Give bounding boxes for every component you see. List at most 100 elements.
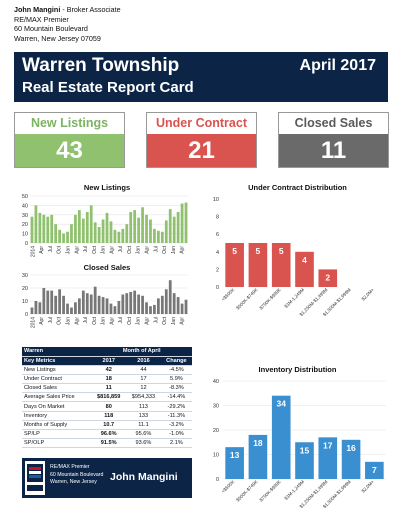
bar — [318, 437, 338, 479]
data-label: 18 — [253, 438, 263, 448]
x-tick-label: Jul — [48, 317, 54, 323]
x-tick-label: Oct — [92, 245, 98, 253]
x-tick-label: Apr — [74, 317, 80, 325]
bar — [184, 299, 188, 314]
footer-city: Warren, New Jersey — [50, 479, 97, 486]
x-tick-label: $1M-1,249M — [283, 287, 305, 309]
bar — [271, 243, 291, 287]
bar — [117, 231, 121, 243]
x-tick-label: Apr — [39, 246, 45, 254]
table-cell: -1.0% — [160, 429, 192, 440]
card-label: New Listings — [15, 113, 124, 134]
table-cell: 10.7 — [91, 420, 127, 431]
table-cell: $816,859 — [91, 392, 127, 403]
bar — [46, 216, 50, 243]
x-tick-label: Apr — [109, 317, 115, 325]
table-column-header: 2017 — [91, 356, 127, 366]
table-cell: -4.5% — [160, 365, 192, 375]
agent-city: Warren, New Jersey 07059 — [14, 33, 101, 43]
x-tick-label: Apr — [109, 246, 115, 254]
data-label: 7 — [372, 465, 377, 475]
bar — [97, 227, 101, 243]
bar — [145, 302, 148, 314]
x-tick-label: Apr — [145, 317, 151, 325]
card-value: 21 — [147, 134, 256, 167]
card-under-contract: Under Contract 21 — [146, 112, 257, 168]
bar — [295, 251, 314, 287]
table-row: Under Contract 18 17 5.9% — [22, 374, 192, 385]
x-tick-label: $750K-$999K — [259, 287, 283, 311]
table-column-header: 2016 — [126, 356, 161, 366]
table-row: Closed Sales 11 12 -8.3% — [22, 383, 192, 394]
bar — [153, 304, 156, 314]
data-label: 4 — [302, 255, 307, 265]
bar — [93, 222, 97, 243]
y-tick-label: 20 — [22, 286, 28, 292]
table-cell: 95.6% — [126, 429, 161, 440]
bar — [58, 229, 62, 243]
title-banner: Warren Township Real Estate Report Card … — [14, 52, 388, 102]
table-cell: Months of Supply — [22, 420, 92, 431]
x-tick-label: Jan — [101, 246, 107, 254]
card-value: 11 — [279, 134, 388, 167]
town-title: Warren Township — [22, 55, 180, 76]
x-tick-label: $500K-$749K — [235, 287, 259, 311]
table-cell: -3.2% — [160, 420, 192, 431]
x-tick-label: Jan — [171, 317, 177, 325]
y-tick-label: 2 — [216, 267, 219, 273]
y-tick-label: 10 — [213, 453, 219, 459]
x-tick-label: Apr — [180, 317, 186, 325]
bar — [30, 307, 34, 314]
y-tick-label: 0 — [25, 241, 28, 247]
table-cell: 42 — [91, 365, 127, 375]
bar — [89, 294, 93, 314]
bar — [74, 214, 77, 243]
bar — [38, 302, 42, 314]
bar — [180, 203, 184, 243]
under-contract-chart: 0 2 4 6 8 10 5 5 5 4 2 <$500K $500K-$749K $750K-$999K… — [213, 197, 375, 317]
bar — [42, 214, 46, 243]
y-tick-label: 0 — [25, 312, 28, 318]
x-tick-label: Apr — [74, 246, 80, 254]
bar — [54, 224, 58, 243]
table-cell: 96.6% — [91, 429, 127, 440]
x-tick-label: Jan — [66, 246, 72, 254]
bar — [50, 214, 54, 243]
data-label: 13 — [230, 450, 240, 460]
bar — [81, 290, 85, 314]
table-cell: SP/LP — [22, 429, 92, 440]
agent-address-block: John Mangini - Broker Associate RE/MAX P… — [14, 5, 121, 43]
inventory-chart-title: Inventory Distribution — [258, 365, 337, 374]
agent-footer: RE/MAX Premier 60 Mountain Boulevard War… — [22, 458, 192, 498]
x-tick-label: $750K-$999K — [259, 479, 283, 503]
bar — [225, 243, 244, 287]
table-row: SP/LP 96.6% 95.6% -1.0% — [22, 429, 192, 440]
data-label: 5 — [256, 246, 261, 256]
bar — [271, 395, 291, 479]
table-cell: 93.6% — [126, 438, 161, 449]
table-cell: 12 — [126, 383, 161, 394]
x-tick-label: Oct — [127, 316, 133, 324]
table-cell: SP/OLP — [22, 438, 92, 449]
bar — [176, 297, 180, 314]
bar — [184, 202, 188, 243]
bar — [129, 211, 133, 243]
x-tick-label: $500K-$749K — [235, 479, 259, 503]
bar — [77, 210, 81, 243]
x-tick-label: <$500K — [221, 287, 236, 302]
x-tick-label: Jul — [48, 246, 54, 252]
bar — [365, 461, 384, 479]
y-tick-label: 30 — [213, 404, 219, 410]
y-tick-label: 0 — [216, 477, 219, 483]
bar — [180, 303, 184, 314]
bar — [121, 228, 125, 243]
bar — [125, 224, 129, 243]
data-label: 5 — [232, 246, 237, 256]
y-tick-label: 30 — [22, 213, 28, 219]
x-tick-label: Jan — [136, 317, 142, 325]
x-tick-label: Oct — [92, 316, 98, 324]
y-tick-label: 40 — [213, 379, 219, 385]
data-label: 34 — [276, 399, 286, 409]
bar — [156, 298, 160, 314]
table-column-header: Key Metrics — [22, 356, 92, 366]
